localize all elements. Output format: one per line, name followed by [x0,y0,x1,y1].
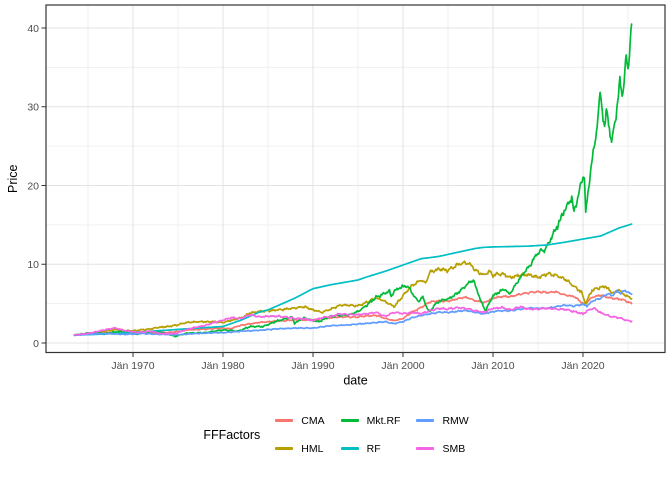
legend-key-line-SMB [416,447,435,450]
legend-item-SMB: SMB [416,443,468,455]
legend-key-line-RF [340,447,359,450]
y-tick-label: 10 [27,259,39,271]
series-line-SMB [73,305,633,337]
y-tick-label: 0 [33,338,39,350]
series-line-RF [73,223,633,336]
legend-key-line-Mkt.RF [340,419,359,422]
legend-key-line-RMW [416,419,435,422]
panel-background [46,5,665,353]
legend-items: CMA HML Mkt.RF RF RMW SMB [275,413,469,456]
legend-item-Mkt.RF: Mkt.RF [340,414,401,427]
y-tick-label: 40 [27,23,39,35]
legend-item-RF: RF [340,442,401,455]
x-tick-label: Jän 2000 [381,360,424,372]
x-tick-label: Jän 1990 [291,360,334,372]
y-axis-title: Price [6,164,20,193]
legend-key-line-HML [275,447,294,450]
legend-item-RMW: RMW [416,414,469,427]
x-tick-label: Jän 1980 [201,360,244,372]
legend-title: FFFactors [203,427,261,442]
x-axis-title: date [343,374,367,388]
x-tick-label: Jän 2010 [471,360,514,372]
x-tick-label: Jän 1970 [111,360,154,372]
legend-label: CMA [301,414,325,427]
price-chart: 0 10 20 30 40 Jän 1970 Jän 1980 Jän 1990 Jän 200… [6,4,666,388]
y-tick-label: 30 [27,102,39,114]
legend-item-HML: HML [275,443,324,455]
legend-label: Mkt.RF [366,414,401,427]
legend: FFFactors CMA HML Mkt.RF RF RMW SMB [0,413,672,456]
y-tick-label: 20 [27,180,39,192]
legend-label: HML [301,442,324,455]
legend-label: SMB [442,442,466,455]
series-line-HML [73,260,633,336]
panel-border [45,4,666,354]
x-tick-label: Jän 2020 [561,360,604,372]
legend-label: RF [366,442,381,455]
legend-item-CMA: CMA [275,414,325,427]
legend-label: RMW [442,414,469,427]
legend-key-line-CMA [275,419,294,422]
